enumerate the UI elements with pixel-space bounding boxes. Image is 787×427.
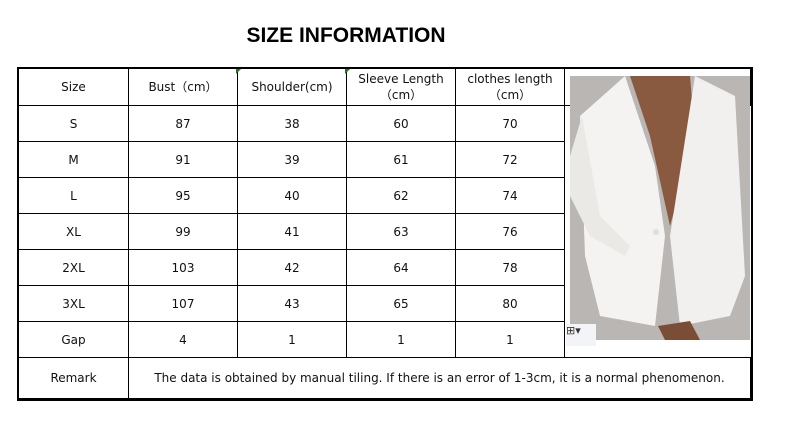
cell-sleeve[interactable]: 1 [346,321,456,358]
cell-sleeve[interactable]: 64 [346,249,456,286]
cell-size[interactable]: 2XL [18,249,129,286]
paste-options-icon: ⊞▾ [566,324,581,337]
cell-size[interactable]: L [18,177,129,214]
table-row: 2XL 103 42 64 78 [18,249,751,286]
cell-bust[interactable]: 99 [128,213,238,250]
cell-sleeve[interactable]: 60 [346,105,456,142]
cell-sleeve[interactable]: 63 [346,213,456,250]
cell-length[interactable]: 70 [455,105,565,142]
table-row: XL 99 41 63 76 [18,213,751,250]
cell-shoulder[interactable]: 43 [237,285,347,322]
cell-bust[interactable]: 107 [128,285,238,322]
size-table: Size Bust（cm） Shoulder(cm) Sleeve Length… [18,68,751,399]
product-photo [570,76,750,340]
table-row: Gap 4 1 1 1 [18,321,751,358]
comment-marker [236,69,241,74]
cell-shoulder[interactable]: 1 [237,321,347,358]
cell-bust[interactable]: 87 [128,105,238,142]
cell-sleeve[interactable]: 62 [346,177,456,214]
cell-shoulder[interactable]: 38 [237,105,347,142]
cell-sleeve[interactable]: 65 [346,285,456,322]
cell-shoulder[interactable]: 41 [237,213,347,250]
table-row: M 91 39 61 72 [18,141,751,178]
page-title: SIZE INFORMATION [246,24,446,47]
table-row: 3XL 107 43 65 80 [18,285,751,322]
cell-size[interactable]: 3XL [18,285,129,322]
table-row: L 95 40 62 74 [18,177,751,214]
cell-length[interactable]: 76 [455,213,565,250]
cell-bust[interactable]: 95 [128,177,238,214]
cell-shoulder[interactable]: 42 [237,249,347,286]
header-size[interactable]: Size [18,68,129,106]
cell-length[interactable]: 74 [455,177,565,214]
header-sleeve[interactable]: Sleeve Length （cm） [346,68,456,106]
header-shoulder[interactable]: Shoulder(cm) [237,68,347,106]
cell-size[interactable]: XL [18,213,129,250]
cell-length[interactable]: 1 [455,321,565,358]
header-bust[interactable]: Bust（cm） [128,68,238,106]
cell-size[interactable]: S [18,105,129,142]
cell-sleeve[interactable]: 61 [346,141,456,178]
cell-bust[interactable]: 91 [128,141,238,178]
cell-bust[interactable]: 103 [128,249,238,286]
cell-length[interactable]: 80 [455,285,565,322]
cell-shoulder[interactable]: 40 [237,177,347,214]
table-row: S 87 38 60 70 [18,105,751,142]
cell-shoulder[interactable]: 39 [237,141,347,178]
cell-size[interactable]: Gap [18,321,129,358]
cell-size[interactable]: M [18,141,129,178]
header-length[interactable]: clothes length （cm） [455,68,565,106]
remark-row: Remark The data is obtained by manual ti… [18,357,751,399]
paste-options-button[interactable]: ⊞▾ [566,324,596,346]
comment-marker [345,69,350,74]
cell-bust[interactable]: 4 [128,321,238,358]
remark-label[interactable]: Remark [18,357,129,399]
cell-length[interactable]: 78 [455,249,565,286]
cell-length[interactable]: 72 [455,141,565,178]
remark-text[interactable]: The data is obtained by manual tiling. I… [128,357,751,399]
